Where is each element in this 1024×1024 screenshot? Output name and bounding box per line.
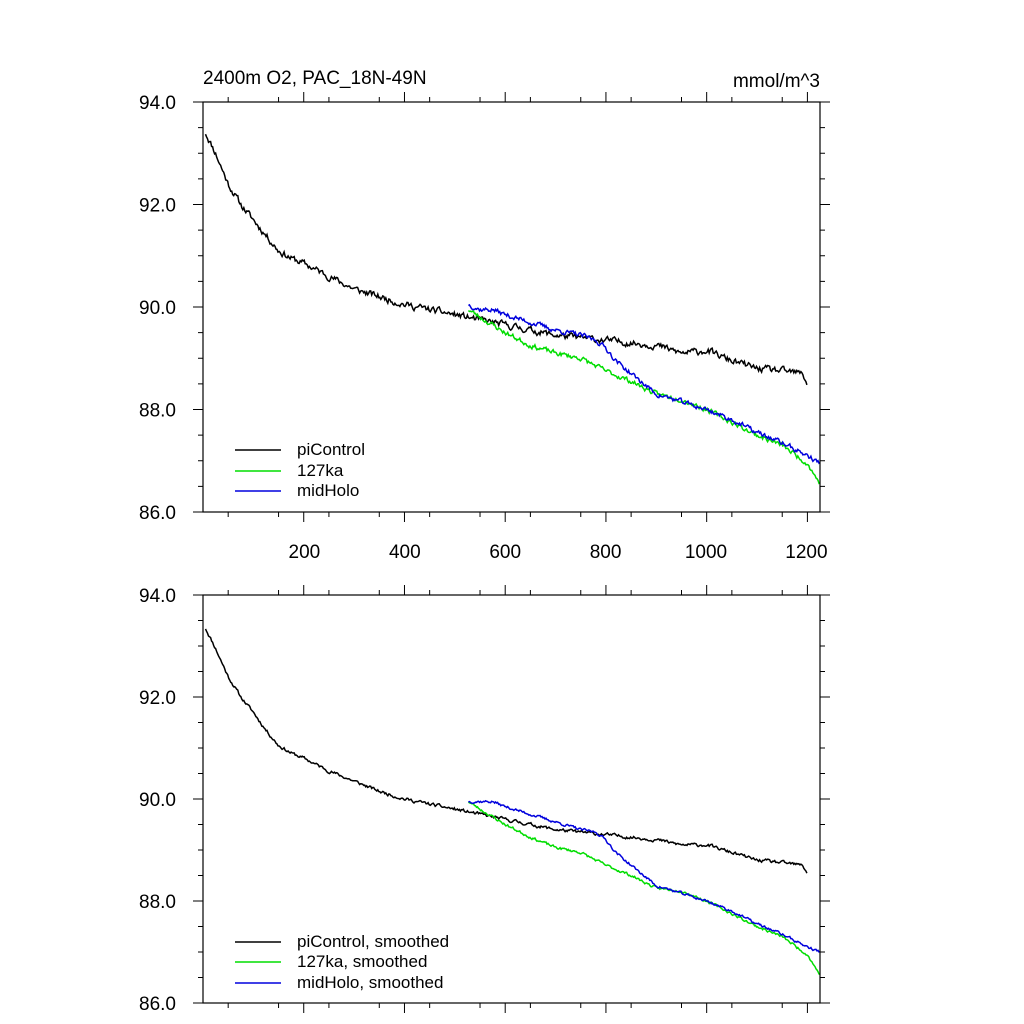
series-line-midholo <box>468 303 821 465</box>
x-tick-label-400: 400 <box>389 542 421 563</box>
legend-label-midholo: midHolo <box>297 481 359 500</box>
bottom-series-group <box>204 628 821 976</box>
series-line-midholo-smoothed <box>468 799 821 953</box>
y-tick-label-90: 90.0 <box>139 298 176 319</box>
legend-label-midholo-smoothed: midHolo, smoothed <box>297 973 443 992</box>
legend-label-127ka-smoothed: 127ka, smoothed <box>297 952 427 971</box>
series-line-127ka-smoothed <box>467 801 821 976</box>
y-tick-label-88: 88.0 <box>139 892 176 913</box>
bottom-y-tick-labels: 86.0 88.0 90.0 92.0 94.0 <box>139 586 176 1015</box>
top-panel: 2400m O2, PAC_18N-49N mmol/m^3 200 400 6… <box>139 68 830 563</box>
legend-label-picontrol-smoothed: piControl, smoothed <box>297 932 449 951</box>
bottom-plot-frame <box>202 594 821 1004</box>
y-tick-label-88: 88.0 <box>139 401 176 422</box>
top-y-tick-labels: 86.0 88.0 90.0 92.0 94.0 <box>139 93 176 524</box>
top-plot-frame <box>202 101 821 513</box>
series-line-127ka <box>467 310 821 485</box>
x-tick-label-1000: 1000 <box>685 542 727 563</box>
top-series-group <box>204 133 821 485</box>
bottom-legend: piControl, smoothed 127ka, smoothed midH… <box>235 932 449 992</box>
y-tick-label-92: 92.0 <box>139 196 176 217</box>
x-tick-label-600: 600 <box>489 542 521 563</box>
legend-label-picontrol: piControl <box>297 440 365 459</box>
y-tick-label-94: 94.0 <box>139 586 176 607</box>
chart-title: 2400m O2, PAC_18N-49N <box>203 68 427 89</box>
legend-label-127ka: 127ka <box>297 461 344 480</box>
series-line-picontrol-smoothed <box>204 628 808 874</box>
y-tick-label-90: 90.0 <box>139 790 176 811</box>
bottom-panel: 86.0 88.0 90.0 92.0 94.0 piControl, smoo… <box>139 585 830 1015</box>
y-tick-label-92: 92.0 <box>139 688 176 709</box>
series-line-picontrol <box>204 133 808 386</box>
bottom-axes-ticks <box>193 585 830 1013</box>
top-axes-ticks <box>193 92 830 522</box>
y-tick-label-86: 86.0 <box>139 994 176 1015</box>
units-label: mmol/m^3 <box>733 71 820 92</box>
x-tick-label-800: 800 <box>590 542 622 563</box>
x-tick-label-1200: 1200 <box>785 542 827 563</box>
y-tick-label-94: 94.0 <box>139 93 176 114</box>
x-tick-label-200: 200 <box>289 542 321 563</box>
y-tick-label-86: 86.0 <box>139 503 176 524</box>
top-legend: piControl 127ka midHolo <box>235 440 365 500</box>
top-x-tick-labels: 200 400 600 800 1000 1200 <box>289 542 828 563</box>
